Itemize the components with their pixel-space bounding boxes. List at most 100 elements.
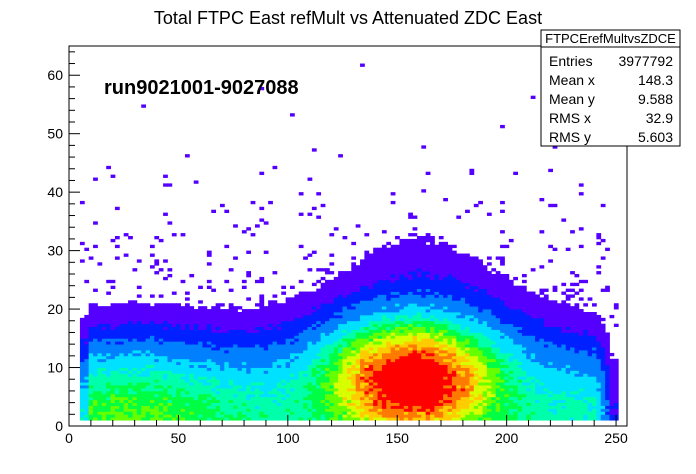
heatmap-cell — [298, 355, 304, 360]
heatmap-cell — [421, 238, 427, 243]
heatmap-cell — [325, 376, 330, 380]
heatmap-cell — [298, 367, 304, 371]
heatmap-cell — [255, 352, 260, 357]
heatmap-cell — [320, 282, 326, 287]
heatmap-cell — [377, 271, 383, 275]
heatmap-cell — [412, 402, 418, 406]
heatmap-cell — [412, 297, 418, 301]
heatmap-cell — [237, 390, 243, 395]
heatmap-cell — [399, 285, 405, 290]
heatmap-cell — [360, 370, 365, 374]
heatmap-cell — [228, 312, 234, 316]
heatmap-cell — [373, 352, 378, 357]
heatmap-cell — [88, 320, 94, 325]
heatmap-cell — [307, 294, 313, 298]
heatmap-cell — [298, 390, 304, 395]
heatmap-cell — [84, 388, 90, 392]
heatmap-cell — [386, 367, 392, 371]
heatmap-cell — [478, 314, 483, 319]
heatmap-cell — [430, 385, 435, 389]
heatmap-cell — [219, 312, 225, 316]
heatmap-cell — [381, 329, 387, 333]
heatmap-cell — [84, 338, 90, 342]
heatmap-cell — [154, 388, 160, 392]
heatmap-cell — [123, 408, 129, 412]
heatmap-cell — [163, 388, 168, 392]
heatmap-cell — [294, 303, 300, 307]
heatmap-cell — [311, 414, 317, 418]
heatmap-cell — [513, 388, 518, 392]
heatmap-cell — [189, 355, 195, 360]
heatmap-cell — [412, 355, 418, 360]
heatmap-cell — [368, 314, 374, 319]
heatmap-cell — [421, 347, 427, 351]
heatmap-cell — [294, 309, 300, 313]
heatmap-cell — [408, 390, 413, 395]
heatmap-cell — [381, 230, 387, 234]
heatmap-cell — [136, 405, 142, 409]
heatmap-cell — [237, 388, 243, 392]
heatmap-cell — [395, 300, 400, 304]
heatmap-cell — [259, 347, 265, 351]
heatmap-cell — [149, 323, 155, 328]
heatmap-cell — [259, 332, 265, 336]
heatmap-cell — [215, 370, 221, 374]
heatmap-cell — [408, 253, 413, 257]
heatmap-cell — [438, 309, 444, 313]
heatmap-cell — [268, 396, 273, 401]
heatmap-cell — [491, 282, 497, 287]
heatmap-cell — [333, 402, 339, 406]
heatmap-cell — [491, 414, 497, 418]
heatmap-cell — [119, 408, 125, 412]
heatmap-cell — [268, 326, 273, 330]
heatmap-cell — [460, 320, 466, 325]
heatmap-cell — [316, 355, 322, 360]
heatmap-cell — [373, 314, 378, 319]
heatmap-cell — [399, 355, 405, 360]
heatmap-cell — [79, 326, 85, 330]
heatmap-cell — [141, 329, 146, 333]
heatmap-cell — [281, 329, 287, 333]
heatmap-cell — [294, 379, 300, 383]
heatmap-cell — [478, 285, 483, 290]
heatmap-cell — [412, 364, 418, 368]
heatmap-cell — [290, 385, 295, 389]
heatmap-cell — [298, 309, 304, 313]
heatmap-cell — [416, 352, 422, 357]
heatmap-cell — [491, 329, 497, 333]
heatmap-cell — [416, 320, 422, 325]
heatmap-cell — [119, 338, 125, 342]
heatmap-cell — [469, 414, 475, 418]
heatmap-cell — [211, 379, 217, 383]
heatmap-cell — [377, 385, 383, 389]
heatmap-cell — [469, 382, 475, 386]
heatmap-cell — [495, 352, 501, 357]
heatmap-cell — [478, 385, 483, 389]
heatmap-cell — [184, 396, 190, 401]
heatmap-cell — [101, 399, 107, 404]
heatmap-cell — [237, 344, 243, 348]
heatmap-cell — [198, 367, 203, 371]
heatmap-cell — [478, 388, 483, 392]
heatmap-cell — [263, 390, 269, 395]
heatmap-cell — [346, 314, 352, 319]
heatmap-cell — [294, 370, 300, 374]
heatmap-cell — [119, 317, 125, 322]
heatmap-cell — [412, 393, 418, 398]
heatmap-cell — [259, 364, 265, 368]
heatmap-cell — [272, 390, 278, 395]
heatmap-cell — [373, 271, 378, 275]
heatmap-cell — [381, 285, 387, 290]
heatmap-cell — [434, 306, 440, 310]
heatmap-cell — [443, 329, 448, 333]
heatmap-cell — [482, 414, 488, 418]
heatmap-cell — [386, 262, 392, 266]
heatmap-cell — [325, 390, 330, 395]
heatmap-cell — [355, 390, 361, 395]
heatmap-cell — [395, 314, 400, 319]
heatmap-cell — [469, 317, 475, 322]
heatmap-cell — [513, 297, 518, 301]
heatmap-cell — [206, 338, 212, 342]
heatmap-cell — [513, 344, 518, 348]
heatmap-cell — [469, 297, 475, 301]
